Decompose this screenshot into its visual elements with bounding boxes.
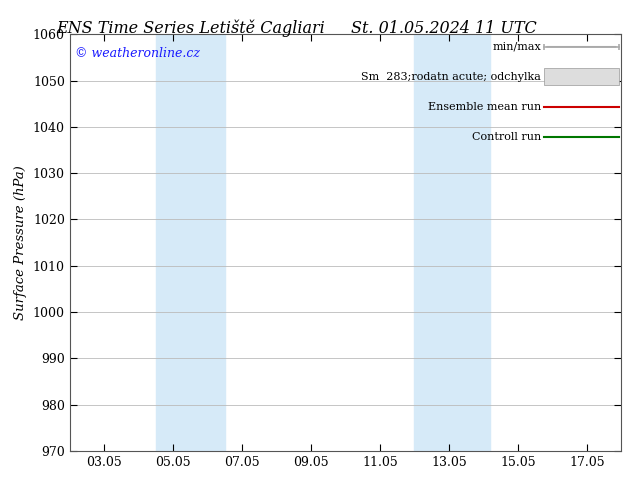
FancyBboxPatch shape xyxy=(544,69,619,85)
Text: Sm  283;rodatn acute; odchylka: Sm 283;rodatn acute; odchylka xyxy=(361,72,541,82)
Text: Controll run: Controll run xyxy=(472,132,541,142)
Text: St. 01.05.2024 11 UTC: St. 01.05.2024 11 UTC xyxy=(351,20,536,37)
Text: min/max: min/max xyxy=(493,42,541,52)
Bar xyxy=(156,34,225,451)
Text: © weatheronline.cz: © weatheronline.cz xyxy=(75,47,200,60)
Y-axis label: Surface Pressure (hPa): Surface Pressure (hPa) xyxy=(15,165,27,320)
Text: ENS Time Series Letiště Cagliari: ENS Time Series Letiště Cagliari xyxy=(56,20,325,37)
Bar xyxy=(415,34,490,451)
Text: Ensemble mean run: Ensemble mean run xyxy=(428,102,541,112)
